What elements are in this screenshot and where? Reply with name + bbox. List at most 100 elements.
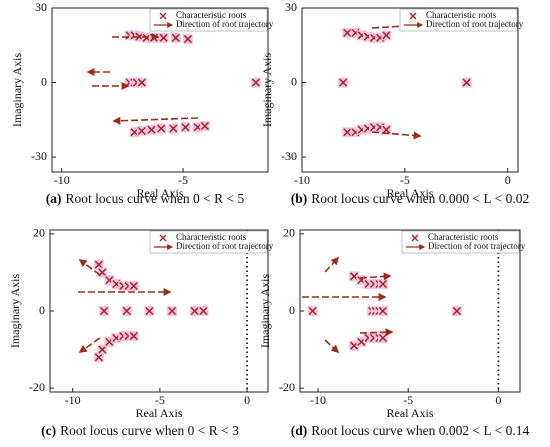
- legend-label: Characteristic roots: [426, 10, 497, 20]
- caption-letter: (d): [291, 423, 308, 438]
- y-axis-label: Imaginary Axis: [8, 274, 22, 349]
- legend-label: Characteristic roots: [176, 232, 247, 242]
- root-marker: [382, 31, 391, 40]
- y-axis-label: Imaginary Axis: [10, 53, 24, 128]
- caption: (b) Root locus curve when 0.000 < L < 0.0…: [291, 191, 529, 206]
- root-marker: [251, 78, 260, 87]
- y-tick-label: 20: [283, 226, 295, 240]
- trajectory-arrow: [359, 272, 392, 281]
- root-marker: [169, 124, 178, 133]
- root-marker: [190, 306, 199, 316]
- legend-label: Characteristic roots: [428, 232, 499, 242]
- root-marker: [100, 306, 109, 316]
- root-marker: [98, 345, 107, 354]
- root-marker: [171, 33, 180, 42]
- y-tick-label: 20: [33, 226, 45, 240]
- caption: (c) Root locus curve when 0 < R < 3: [41, 423, 239, 438]
- root-marker: [308, 306, 317, 316]
- trajectory-arrow: [78, 337, 101, 353]
- y-tick-label: 30: [285, 0, 297, 14]
- root-marker: [147, 125, 156, 134]
- root-marker: [452, 306, 461, 316]
- y-tick-label: 0: [41, 74, 47, 88]
- x-tick-label: -10: [65, 393, 81, 407]
- root-marker: [378, 306, 387, 316]
- caption: (d) Root locus curve when 0.002 < L < 0.1…: [291, 423, 530, 438]
- caption-letter: (a): [46, 191, 62, 206]
- x-tick-label: 0: [244, 393, 250, 407]
- root-marker: [159, 33, 168, 42]
- root-marker: [343, 28, 352, 37]
- caption-text: Root locus curve when 0 < R < 3: [60, 423, 239, 438]
- root-marker: [378, 279, 387, 289]
- x-axis-label: Real Axis: [137, 186, 184, 200]
- y-tick-label: 0: [289, 303, 295, 317]
- caption-text: Root locus curve when 0 < R < 5: [66, 191, 245, 206]
- caption-text: Root locus curve when 0.002 < L < 0.14: [311, 423, 529, 438]
- legend-box: [399, 8, 518, 32]
- root-marker: [199, 306, 208, 316]
- y-tick-label: 0: [39, 303, 45, 317]
- root-marker: [382, 125, 391, 134]
- x-tick-label: -10: [54, 173, 70, 187]
- x-tick-label: 0: [505, 173, 511, 187]
- caption-letter: (b): [291, 191, 308, 206]
- y-tick-label: 0: [291, 74, 297, 88]
- x-axis-label: Real Axis: [136, 406, 183, 420]
- root-marker: [343, 128, 352, 137]
- trajectory-arrow: [78, 259, 101, 276]
- legend-box: [149, 8, 268, 32]
- trajectory-arrow: [112, 116, 199, 125]
- legend-box: [401, 230, 520, 254]
- x-axis-label: Real Axis: [387, 406, 434, 420]
- x-tick-label: -5: [155, 393, 165, 407]
- x-tick-label: -10: [294, 173, 310, 187]
- root-marker: [129, 332, 138, 341]
- legend-marker: [159, 12, 167, 20]
- root-marker: [378, 333, 387, 343]
- root-marker: [183, 35, 192, 44]
- y-axis-label: Imaginary Axis: [260, 53, 274, 128]
- root-marker: [122, 306, 131, 316]
- legend-marker: [159, 234, 167, 242]
- y-tick-label: -20: [29, 380, 45, 394]
- trajectory-arrow: [359, 328, 394, 337]
- plot-frame: [301, 7, 519, 173]
- caption-text: Root locus curve when 0.000 < L < 0.02: [311, 191, 529, 206]
- y-axis-label: Imaginary Axis: [258, 274, 272, 349]
- plot-frame: [51, 7, 269, 173]
- x-axis-label: Real Axis: [387, 186, 434, 200]
- legend-label: Characteristic roots: [176, 10, 247, 20]
- y-tick-label: 30: [35, 0, 47, 14]
- trajectory-arrow: [324, 339, 340, 354]
- root-marker: [462, 78, 471, 87]
- legend-marker: [409, 12, 417, 20]
- root-marker: [200, 121, 209, 131]
- x-tick-label: 0: [495, 393, 501, 407]
- legend-label: Direction of root trajectory: [428, 241, 526, 251]
- root-marker: [137, 78, 146, 87]
- legend-label: Direction of root trajectory: [176, 241, 274, 251]
- x-tick-label: -5: [400, 173, 410, 187]
- root-marker: [94, 353, 103, 362]
- caption: (a) Root locus curve when 0 < R < 5: [46, 191, 245, 206]
- plot-frame: [49, 229, 269, 393]
- root-marker: [339, 78, 348, 87]
- y-tick-label: -30: [281, 149, 297, 163]
- root-marker: [181, 123, 190, 132]
- x-tick-label: -5: [178, 173, 188, 187]
- y-tick-label: -20: [279, 380, 295, 394]
- y-tick-label: -30: [31, 149, 47, 163]
- trajectory-arrow: [371, 131, 422, 140]
- legend-box: [149, 230, 268, 254]
- legend-label: Direction of root trajectory: [426, 19, 524, 29]
- plot-frame: [299, 229, 521, 393]
- legend-label: Direction of root trajectory: [176, 19, 274, 29]
- root-marker: [157, 124, 166, 133]
- caption-letter: (c): [41, 423, 56, 438]
- root-marker: [145, 306, 154, 316]
- root-marker: [137, 126, 146, 136]
- x-tick-label: -10: [310, 393, 326, 407]
- legend-marker: [411, 234, 419, 242]
